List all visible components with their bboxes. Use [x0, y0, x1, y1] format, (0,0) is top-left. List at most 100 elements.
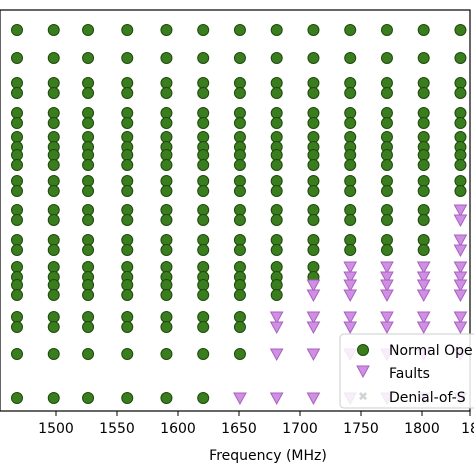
normal-point — [197, 311, 210, 323]
normal-point — [82, 24, 95, 36]
normal-point — [11, 261, 23, 273]
normal-point — [454, 87, 467, 99]
normal-point — [197, 175, 210, 187]
normal-point — [160, 321, 173, 333]
normal-point — [454, 117, 467, 129]
normal-point — [454, 107, 467, 119]
normal-point — [11, 311, 23, 323]
plot-frame — [0, 9, 471, 412]
fault-point — [269, 321, 284, 335]
normal-point — [270, 77, 283, 89]
normal-point — [11, 131, 23, 143]
normal-point — [82, 261, 95, 273]
fault-point — [416, 289, 431, 303]
normal-point — [344, 175, 357, 187]
x-tick-label: 1800 — [404, 421, 440, 437]
normal-point — [233, 107, 246, 119]
normal-point — [417, 52, 430, 64]
normal-point — [417, 244, 430, 256]
fault-point — [453, 261, 468, 275]
normal-point — [160, 392, 173, 404]
normal-point — [197, 87, 210, 99]
normal-point — [270, 214, 283, 226]
fault-point — [380, 261, 394, 275]
normal-point — [47, 117, 60, 129]
normal-point — [197, 279, 210, 291]
normal-point — [197, 117, 210, 129]
normal-point — [160, 87, 173, 99]
normal-point — [47, 234, 60, 246]
normal-point — [160, 107, 173, 119]
normal-point — [47, 244, 60, 256]
fault-point — [453, 311, 468, 325]
normal-point — [197, 289, 210, 301]
normal-point — [380, 185, 393, 197]
normal-point — [47, 348, 60, 360]
normal-point — [417, 77, 430, 89]
fault-point — [343, 271, 358, 285]
normal-point — [197, 77, 210, 89]
normal-point — [417, 131, 430, 143]
normal-point — [307, 214, 320, 226]
normal-point — [47, 52, 60, 64]
normal-point — [121, 52, 134, 64]
fault-point — [380, 279, 394, 293]
fault-point — [453, 214, 468, 228]
normal-point — [307, 261, 320, 273]
normal-point — [82, 107, 95, 119]
normal-point — [270, 175, 283, 187]
normal-point — [82, 131, 95, 143]
normal-point — [197, 214, 210, 226]
normal-point — [233, 204, 246, 216]
normal-point — [11, 244, 23, 256]
normal-point — [121, 234, 134, 246]
normal-point — [270, 24, 283, 36]
normal-point — [47, 107, 60, 119]
normal-point — [417, 175, 430, 187]
normal-point — [417, 24, 430, 36]
normal-point — [121, 204, 134, 216]
normal-point — [417, 159, 430, 171]
normal-point — [344, 52, 357, 64]
normal-point — [11, 289, 23, 301]
normal-point — [82, 279, 95, 291]
legend: ✖ Normal Ope Faults Denial-of-S — [339, 333, 474, 409]
normal-point — [380, 117, 393, 129]
normal-point — [121, 289, 134, 301]
fault-point — [343, 279, 358, 293]
fault-point — [233, 392, 247, 406]
normal-point — [307, 244, 320, 256]
normal-point — [160, 77, 173, 89]
normal-point — [160, 214, 173, 226]
x-axis-label: Frequency (MHz) — [209, 448, 327, 464]
fault-point — [453, 321, 468, 335]
normal-point — [82, 159, 95, 171]
normal-point — [270, 117, 283, 129]
normal-point — [160, 185, 173, 197]
normal-point — [380, 24, 393, 36]
normal-point — [82, 321, 95, 333]
normal-point — [417, 204, 430, 216]
normal-point — [121, 24, 134, 36]
normal-point — [47, 311, 60, 323]
normal-point — [344, 77, 357, 89]
normal-point — [233, 279, 246, 291]
normal-point — [47, 204, 60, 216]
normal-point — [454, 52, 467, 64]
normal-point — [233, 289, 246, 301]
normal-point — [307, 234, 320, 246]
normal-point — [121, 87, 134, 99]
normal-point — [197, 52, 210, 64]
normal-point — [233, 261, 246, 273]
fault-point — [306, 348, 321, 362]
normal-point — [160, 261, 173, 273]
normal-point — [121, 348, 134, 360]
normal-point — [307, 107, 320, 119]
normal-point — [344, 117, 357, 129]
fault-point — [416, 271, 431, 285]
normal-point — [270, 244, 283, 256]
normal-point — [233, 131, 246, 143]
normal-point — [11, 348, 23, 360]
normal-point — [11, 159, 23, 171]
normal-point — [82, 175, 95, 187]
